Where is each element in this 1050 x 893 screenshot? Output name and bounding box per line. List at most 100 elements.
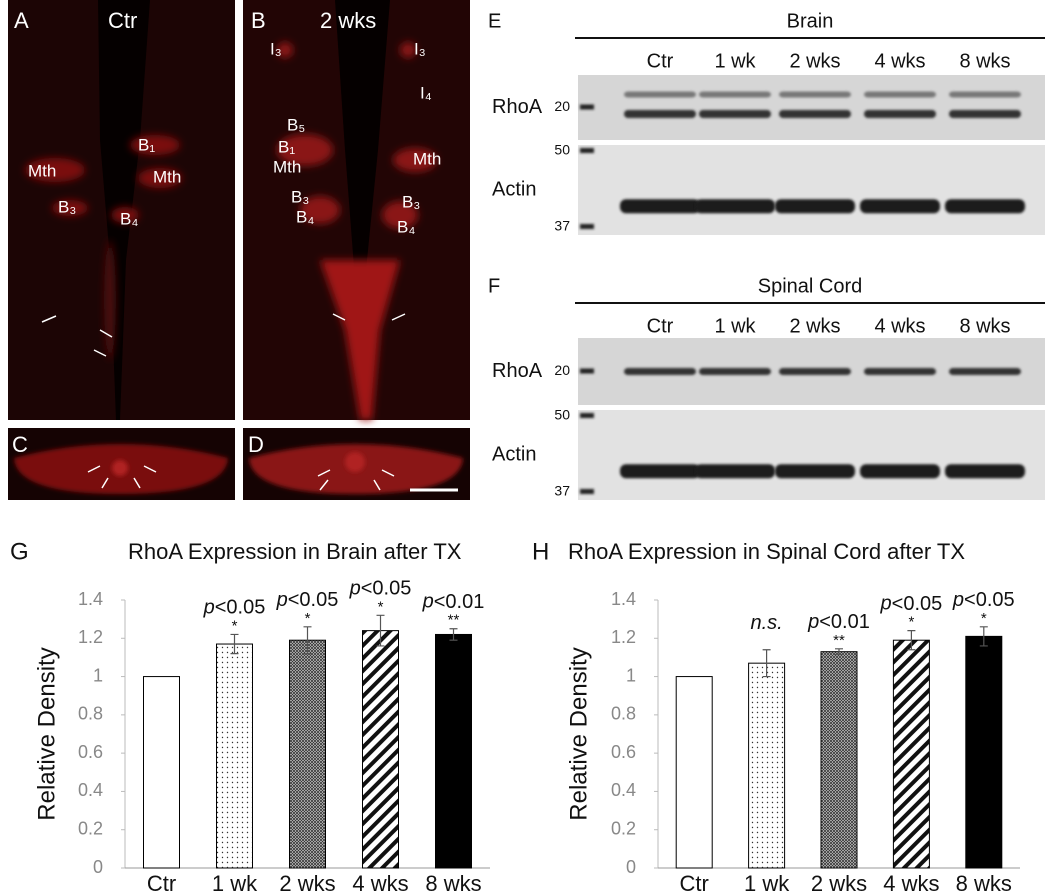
region-label: I₃ (414, 39, 426, 58)
region-label: B₃ (58, 197, 76, 216)
region-label: Mth (153, 167, 181, 186)
error-bar (835, 648, 843, 656)
band (699, 91, 771, 98)
band (775, 464, 855, 479)
ladder-band (580, 413, 594, 418)
y-tick-label: 1.2 (611, 627, 636, 647)
band (860, 199, 940, 214)
p-value: p<0.05 (349, 578, 412, 600)
band (699, 110, 771, 118)
p-value: n.s. (750, 612, 782, 634)
y-axis-title: Relative Density (33, 647, 60, 820)
blot-membrane (578, 145, 1045, 235)
ladder-band (580, 104, 594, 110)
ladder-band (580, 224, 594, 229)
x-tick-label: 4 wks (352, 871, 408, 893)
x-tick-label: Ctr (680, 871, 709, 893)
y-tick-label: 0.4 (611, 780, 636, 800)
panel-title: Ctr (108, 8, 137, 33)
y-tick-label: 0.6 (611, 742, 636, 762)
band (779, 91, 851, 98)
significance-star: ** (833, 632, 845, 649)
panel-title: 2 wks (320, 8, 376, 33)
band (949, 368, 1021, 375)
y-tick-label: 1.4 (78, 589, 103, 609)
bar (289, 639, 326, 869)
band (945, 464, 1025, 479)
error-bar (979, 626, 988, 647)
panel-a (8, 0, 235, 420)
y-tick-label: 0.4 (78, 780, 103, 800)
lane-label: 4 wks (874, 50, 925, 72)
band (779, 110, 851, 118)
panel-b (243, 0, 470, 420)
lane-label: 4 wks (874, 315, 925, 337)
band (864, 110, 936, 118)
x-tick-label: Ctr (147, 871, 176, 893)
panel-label: A (14, 8, 29, 33)
chart-title: RhoA Expression in Brain after TX (128, 539, 462, 564)
y-tick-label: 1.2 (78, 627, 103, 647)
charts: G RhoA Expression in Brain after TX Relati… (10, 538, 1020, 893)
significance-star: ** (448, 612, 460, 629)
bar (748, 662, 786, 869)
band (775, 199, 855, 214)
chart-title: RhoA Expression in Spinal Cord after TX (568, 539, 965, 564)
blot-membrane (578, 410, 1045, 500)
band (699, 368, 771, 375)
blots: E Brain Ctr 1 wk 2 wks 4 wks 8 wks RhoA 20 Actin 5… (488, 10, 1045, 500)
region-label: Mth (273, 157, 301, 176)
marker-label: 50 (554, 407, 570, 423)
band (860, 464, 940, 479)
blot-title: Spinal Cord (758, 275, 863, 297)
panel-c (8, 428, 235, 500)
band (624, 110, 696, 118)
bar (892, 639, 930, 869)
error-bar (762, 649, 771, 678)
p-value: p<0.01 (422, 591, 485, 613)
y-tick-label: 1 (93, 665, 103, 685)
error-bar (303, 626, 312, 655)
band (949, 91, 1021, 98)
ladder-band (580, 148, 594, 153)
p-value: p<0.05 (880, 593, 943, 615)
x-tick-label: 8 wks (425, 871, 481, 893)
band (624, 368, 696, 375)
marker-label: 37 (554, 483, 570, 499)
lane-label: 8 wks (959, 50, 1010, 72)
y-tick-label: 0 (93, 857, 103, 877)
x-tick-label: 1 wk (744, 871, 790, 893)
panel-label: F (488, 275, 500, 297)
lane-label: 8 wks (959, 315, 1010, 337)
panel-label: G (10, 538, 29, 565)
region-label: I₄ (420, 83, 432, 102)
region-label: B₄ (296, 207, 314, 226)
error-bar (230, 633, 239, 655)
marker-label: 50 (554, 142, 570, 158)
row-label: RhoA (492, 360, 543, 382)
region-label: Mth (28, 161, 56, 180)
band (695, 464, 775, 479)
y-tick-label: 1.4 (611, 589, 636, 609)
ladder-band (580, 368, 594, 374)
panel-label: D (248, 432, 264, 457)
region-label: B₁ (138, 135, 155, 154)
y-tick-label: 0 (626, 857, 636, 877)
region-label: B₃ (291, 187, 309, 206)
bar (820, 651, 858, 869)
bar (675, 676, 713, 869)
bar (435, 633, 472, 869)
lane-label: Ctr (647, 315, 674, 337)
y-tick-label: 0.2 (611, 818, 636, 838)
band (620, 464, 700, 479)
region-label: B₃ (402, 192, 420, 211)
region-label: B₄ (120, 209, 138, 228)
ladder-band (580, 489, 594, 494)
lane-label: Ctr (647, 50, 674, 72)
row-label: RhoA (492, 96, 543, 118)
marker-label: 20 (554, 362, 570, 378)
row-label: Actin (492, 178, 536, 200)
region-label: I₃ (270, 39, 282, 58)
bar (362, 630, 399, 869)
